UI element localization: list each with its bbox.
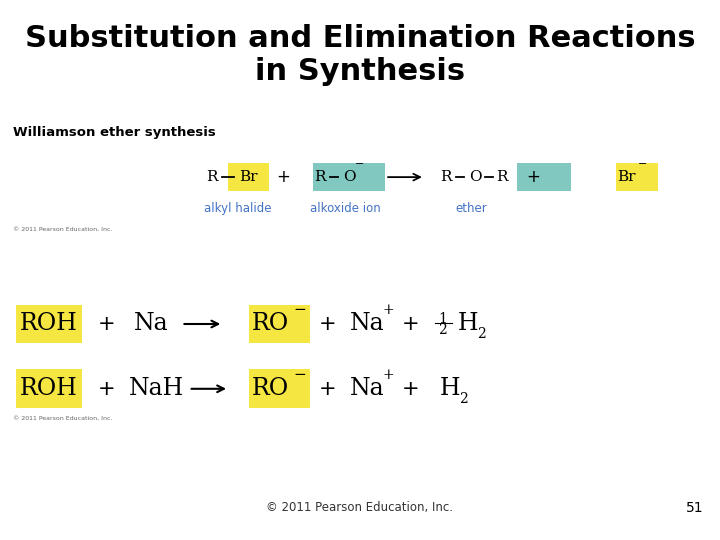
Text: ROH: ROH [20, 313, 78, 335]
Text: alkoxide ion: alkoxide ion [310, 202, 381, 215]
Text: © 2011 Pearson Education, Inc.: © 2011 Pearson Education, Inc. [266, 501, 454, 514]
Text: © 2011 Pearson Education, Inc.: © 2011 Pearson Education, Inc. [13, 226, 112, 232]
Text: H: H [458, 313, 478, 335]
FancyBboxPatch shape [16, 305, 82, 343]
FancyBboxPatch shape [313, 163, 385, 191]
FancyBboxPatch shape [16, 369, 82, 408]
Text: © 2011 Pearson Education, Inc.: © 2011 Pearson Education, Inc. [13, 416, 112, 421]
Text: 1: 1 [438, 312, 447, 326]
Text: O: O [343, 170, 356, 184]
Text: R: R [496, 170, 508, 184]
Text: R: R [315, 170, 326, 184]
Text: −: − [293, 368, 306, 382]
Text: Br: Br [239, 170, 258, 184]
Text: +: + [319, 314, 336, 334]
Text: +: + [526, 168, 540, 186]
Text: +: + [98, 314, 115, 334]
Text: in Synthesis: in Synthesis [255, 57, 465, 86]
Text: R: R [207, 170, 218, 184]
Text: Na: Na [134, 313, 168, 335]
Text: Substitution and Elimination Reactions: Substitution and Elimination Reactions [24, 24, 696, 53]
Text: RO: RO [251, 377, 289, 400]
FancyBboxPatch shape [517, 163, 571, 191]
Text: +: + [402, 314, 419, 334]
FancyBboxPatch shape [249, 369, 310, 408]
Text: 2: 2 [438, 323, 447, 338]
Text: RO: RO [251, 313, 289, 335]
Text: −: − [638, 159, 648, 168]
Text: NaH: NaH [129, 377, 184, 400]
Text: Na: Na [350, 313, 384, 335]
Text: ether: ether [456, 202, 487, 215]
Text: R: R [441, 170, 452, 184]
Text: 2: 2 [459, 392, 467, 406]
Text: +: + [402, 379, 419, 399]
Text: −: − [293, 303, 306, 318]
Text: +: + [383, 368, 395, 382]
Text: 2: 2 [477, 327, 485, 341]
Text: 51: 51 [686, 501, 703, 515]
Text: +: + [319, 379, 336, 399]
Text: Williamson ether synthesis: Williamson ether synthesis [13, 126, 216, 139]
Text: Br: Br [617, 170, 636, 184]
Text: Na: Na [350, 377, 384, 400]
Text: +: + [98, 379, 115, 399]
Text: alkyl halide: alkyl halide [204, 202, 271, 215]
Text: +: + [383, 303, 395, 318]
Text: +: + [276, 168, 290, 186]
Text: H: H [440, 377, 460, 400]
Text: −: − [355, 159, 365, 168]
Text: ROH: ROH [20, 377, 78, 400]
FancyBboxPatch shape [249, 305, 310, 343]
Text: O: O [469, 170, 482, 184]
FancyBboxPatch shape [228, 163, 269, 191]
FancyBboxPatch shape [616, 163, 658, 191]
